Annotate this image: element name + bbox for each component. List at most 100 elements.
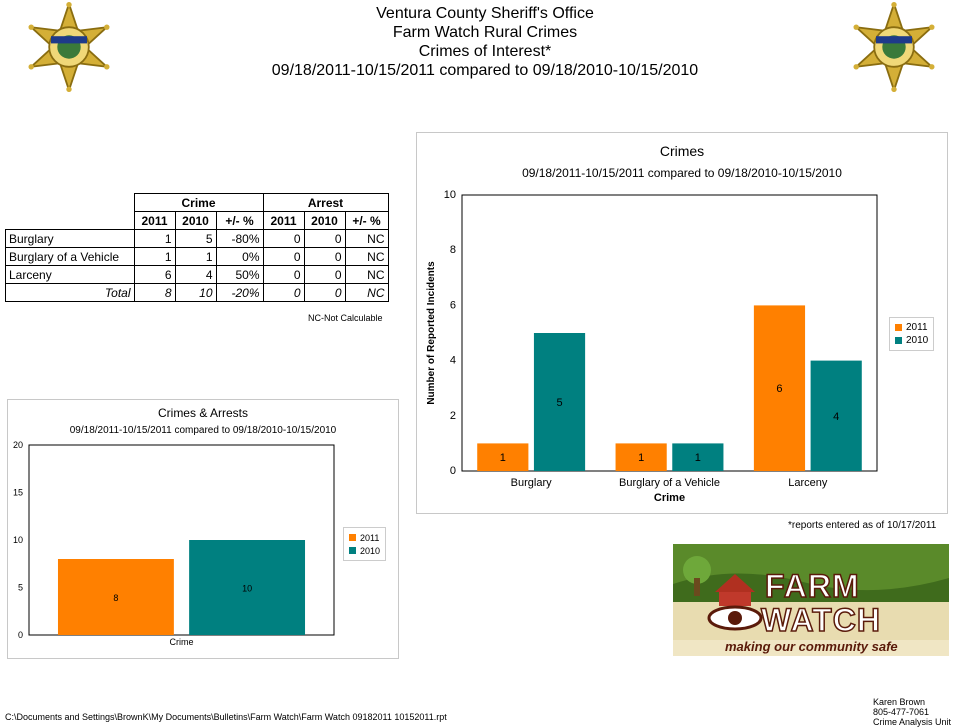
header-date-range: 09/18/2011-10/15/2011 compared to 09/18/… xyxy=(271,62,699,79)
y-tick-label: 8 xyxy=(450,244,456,256)
sheriff-badge-left-icon xyxy=(28,2,110,92)
crimes-chart-legend: 2011 2010 xyxy=(889,317,935,351)
table-cell: 1 xyxy=(174,247,217,266)
crimes-arrests-chart-legend: 2011 2010 xyxy=(343,527,387,561)
subheader: 2010 xyxy=(174,211,217,230)
y-tick-label: 10 xyxy=(444,189,456,201)
y-axis-label: Number of Reported Incidents xyxy=(426,261,437,405)
crimes-chart: 0 2 4 6 8 10 1 5 Burglary 1 1 Burglary of a Vehicle… xyxy=(426,189,878,504)
y-tick-label: 0 xyxy=(450,465,456,477)
row-label: Burglary of a Vehicle xyxy=(5,247,135,266)
legend-swatch-2010 xyxy=(895,337,902,344)
bar-2011 xyxy=(477,443,529,471)
bar-value-label: 8 xyxy=(113,593,118,603)
bar-value-label: 10 xyxy=(242,584,252,594)
legend-item-2011: 2011 xyxy=(895,321,928,334)
row-label: Burglary xyxy=(5,229,135,248)
x-category-label: Burglary of a Vehicle xyxy=(619,477,720,489)
x-axis-label: Crime xyxy=(654,492,685,504)
table-cell: 4 xyxy=(174,265,217,284)
report-header: Ventura County Sheriff's Office Farm Wat… xyxy=(200,4,770,80)
y-tick-label: 4 xyxy=(450,355,456,367)
plot-area xyxy=(461,194,878,472)
contact-name: Karen Brown xyxy=(873,697,926,707)
crimes-arrests-chart-title: Crimes & Arrests xyxy=(157,406,248,420)
table-cell: 0 xyxy=(303,265,346,284)
table-cell: -20% xyxy=(215,283,264,302)
subheader: +/- % xyxy=(344,211,389,230)
contact-unit: Crime Analysis Unit xyxy=(873,717,952,727)
bar-2010 xyxy=(810,360,862,471)
table-cell: 0 xyxy=(262,229,305,248)
y-tick-label: 15 xyxy=(13,488,23,498)
table-cell: 50% xyxy=(215,265,264,284)
table-cell: NC xyxy=(344,229,389,248)
legend-item-2010: 2010 xyxy=(349,544,380,557)
table-total-row: Total 8 10 -20% 0 0 NC xyxy=(5,283,389,302)
subheader: +/- % xyxy=(215,211,264,230)
crime-arrest-table: Crime Arrest 2011 2010 +/- % 2011 2010 +… xyxy=(5,193,389,302)
crimes-chart-panel: Crimes 09/18/2011-10/15/2011 compared to… xyxy=(416,132,948,514)
x-category-label: Burglary xyxy=(511,477,552,489)
table-cell: 0 xyxy=(303,229,346,248)
bar-2010 xyxy=(189,540,306,635)
group-header-arrest: Arrest xyxy=(262,193,389,212)
legend-swatch-2011 xyxy=(349,534,356,541)
row-label: Larceny xyxy=(5,265,135,284)
subheader: 2011 xyxy=(262,211,305,230)
bar-value-label: 1 xyxy=(500,452,506,464)
crimes-chart-subtitle: 09/18/2011-10/15/2011 compared to 09/18/… xyxy=(522,166,842,180)
sheriff-badge-right-icon xyxy=(853,2,935,92)
table-row: Burglary 1 5 -80% 0 0 NC xyxy=(5,229,389,248)
crimes-chart-title: Crimes xyxy=(659,143,705,159)
legend-item-2010: 2010 xyxy=(895,334,928,347)
header-agency: Ventura County Sheriff's Office xyxy=(376,5,594,22)
y-tick-label: 0 xyxy=(18,630,23,640)
legend-label: 2011 xyxy=(906,322,928,333)
table-cell: NC xyxy=(344,283,389,302)
table-cell: 1 xyxy=(133,229,176,248)
legend-swatch-2010 xyxy=(349,547,356,554)
y-tick-label: 5 xyxy=(18,583,23,593)
legend-label: 2010 xyxy=(906,335,929,346)
y-tick-label: 10 xyxy=(13,535,23,545)
bar-2010 xyxy=(533,333,586,471)
table-cell: 6 xyxy=(133,265,176,284)
reports-entered-note: *reports entered as of 10/17/2011 xyxy=(788,520,937,531)
y-tick-label: 20 xyxy=(13,440,23,450)
logo-tagline: making our community safe xyxy=(725,639,898,654)
total-label: Total xyxy=(5,283,135,302)
table-cell: 0 xyxy=(303,247,346,266)
bar-value-label: 5 xyxy=(556,397,562,409)
legend-label: 2011 xyxy=(360,532,380,543)
header-report-title: Crimes of Interest* xyxy=(418,43,552,60)
table-cell: NC xyxy=(344,265,389,284)
table-cell: 8 xyxy=(133,283,176,302)
table-cell: 0 xyxy=(262,265,305,284)
bar-value-label: 1 xyxy=(638,452,644,464)
table-note: NC-Not Calculable xyxy=(308,313,383,323)
x-category-label: Larceny xyxy=(788,477,828,489)
table-cell: 0% xyxy=(215,247,264,266)
table-cell: 0 xyxy=(303,283,346,302)
farm-watch-logo-icon xyxy=(673,544,949,656)
x-axis-label: Crime xyxy=(170,637,194,647)
logo-watch-text: WATCH xyxy=(760,601,881,639)
bar-2010 xyxy=(672,443,724,471)
bar-value-label: 4 xyxy=(833,411,839,423)
bar-value-label: 6 xyxy=(776,383,782,395)
y-tick-label: 2 xyxy=(450,410,456,422)
legend-swatch-2011 xyxy=(895,324,902,331)
crimes-arrests-chart-subtitle: 09/18/2011-10/15/2011 compared to 09/18/… xyxy=(69,425,337,436)
subheader: 2011 xyxy=(133,211,176,230)
contact-block: Karen Brown 805-477-7061 Crime Analysis … xyxy=(873,697,951,727)
legend-item-2011: 2011 xyxy=(349,531,380,544)
table-row: Burglary of a Vehicle 1 1 0% 0 0 NC xyxy=(5,247,389,266)
crimes-arrests-chart: 0 5 10 15 20 8 10 Crime xyxy=(13,440,335,647)
y-tick-label: 6 xyxy=(450,299,456,311)
crime-arrest-table-wrap: Crime Arrest 2011 2010 +/- % 2011 2010 +… xyxy=(5,193,389,302)
subheader: 2010 xyxy=(303,211,346,230)
table-cell: 10 xyxy=(174,283,217,302)
table-cell: NC xyxy=(344,247,389,266)
table-row: Larceny 6 4 50% 0 0 NC xyxy=(5,265,389,284)
